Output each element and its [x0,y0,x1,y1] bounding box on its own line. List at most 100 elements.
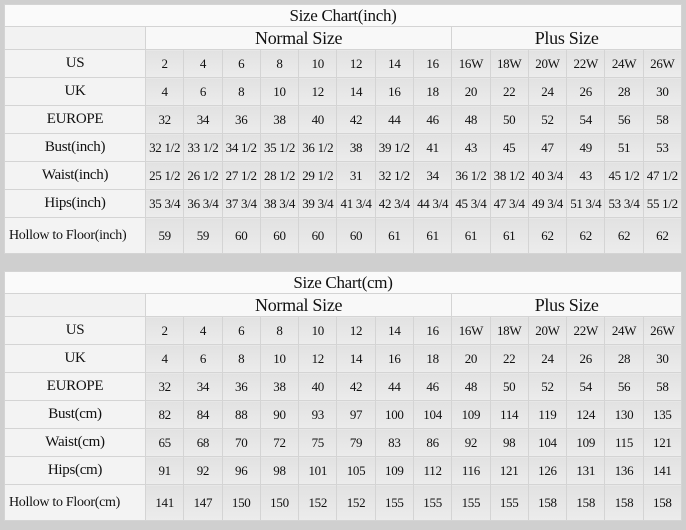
table-cell: 27 1/2 [221,161,261,190]
table-cell: 42 3/4 [374,189,414,218]
table-cell: 70 [221,428,261,457]
table-cell: 83 [374,428,414,457]
table-row: Hollow to Floor(cm) 141 147 150 150 152 152 155… [4,484,683,521]
table-cell: 4 [183,316,223,345]
table-cell: 49 [566,133,606,162]
table-cell: 34 [183,372,223,401]
table-cell: 36 [221,105,261,134]
table-cell: 34 [412,161,453,190]
table-cell: 93 [298,400,338,429]
table-cell: 44 [374,105,414,134]
table-cell: 35 1/2 [259,133,300,162]
table-cell: 62 [527,217,568,254]
table-cell: 26 [566,344,606,373]
table-cell: 38 [259,372,300,401]
table-row: Hips(inch) 35 3/4 36 3/4 37 3/4 38 3/4 39 3/4… [4,189,683,218]
table-cell: 152 [298,484,338,521]
table-cell: 24W [604,316,644,345]
table-cell: 62 [642,217,683,254]
table-cell: 114 [489,400,529,429]
table-cell: 158 [527,484,568,521]
table-cell: 18 [412,344,453,373]
table-cell: 32 [144,372,185,401]
table-cell: 36 1/2 [298,133,338,162]
table-cell: 29 1/2 [298,161,338,190]
table-row: Hips(cm) 91 92 96 98 101 105 109 112 116 121 126 131… [4,456,683,485]
table-cell: 58 [642,105,683,134]
table-cell: 20W [527,49,568,78]
table-cell: 130 [604,400,644,429]
table-cell: 41 3/4 [336,189,376,218]
table-cell: 36 1/2 [451,161,491,190]
table-cell: 56 [604,372,644,401]
table-cell: 38 3/4 [259,189,300,218]
table-cell: 60 [221,217,261,254]
group-header-normal: Normal Size [144,293,453,317]
table-cell: 43 [451,133,491,162]
table-cell: 150 [221,484,261,521]
table-cell: 115 [604,428,644,457]
table-cell: 61 [489,217,529,254]
table-cell: 8 [259,49,300,78]
table-cell: 88 [221,400,261,429]
table-cell: 20 [451,77,491,106]
table-cell: 119 [527,400,568,429]
table-cell: 22W [566,49,606,78]
table-row: EUROPE 32 34 36 38 40 42 44 46 48 50 52 54 56 58 [4,105,683,134]
table-cell: 52 [527,105,568,134]
table-cell: 6 [183,77,223,106]
group-header-plus: Plus Size [451,26,682,50]
table-cell: 62 [566,217,606,254]
table-cell: 92 [451,428,491,457]
table-cell: 28 [604,77,644,106]
table-cell: 109 [374,456,414,485]
table-cell: 155 [489,484,529,521]
table-cell: 28 [604,344,644,373]
table-cell: 55 1/2 [642,189,683,218]
table-cell: 51 [604,133,644,162]
table-cell: 26W [642,316,683,345]
table-cell: 155 [451,484,491,521]
table-cell: 44 [374,372,414,401]
table-cell: 126 [527,456,568,485]
table-cell: 33 1/2 [183,133,223,162]
table-cell: 56 [604,105,644,134]
table-cell: 109 [566,428,606,457]
table-cell: 18 [412,77,453,106]
table-cell: 40 3/4 [527,161,568,190]
row-label: Waist(cm) [4,428,146,457]
table-row: US 2 4 6 8 10 12 14 16 16W 18W 20W 22W 24W 26W [4,316,683,345]
table-cell: 16 [412,49,453,78]
table-cell: 54 [566,105,606,134]
table-cell: 100 [374,400,414,429]
table-cell: 8 [221,77,261,106]
row-label: Hollow to Floor(cm) [4,484,146,521]
table-cell: 147 [183,484,223,521]
table-cell: 44 3/4 [412,189,453,218]
group-header-normal: Normal Size [144,26,453,50]
table-cell: 47 1/2 [642,161,683,190]
table-cell: 152 [336,484,376,521]
table-cell: 4 [144,77,185,106]
table-cell: 38 [259,105,300,134]
table-cell: 32 1/2 [144,133,185,162]
table-cell: 47 [527,133,568,162]
row-label: Hips(cm) [4,456,146,485]
table-cell: 50 [489,372,529,401]
table-cell: 62 [604,217,644,254]
table-cell: 14 [374,316,414,345]
table-cell: 60 [336,217,376,254]
table-title: Size Chart(cm) [4,271,682,294]
table-cell: 34 [183,105,223,134]
table-cell: 59 [183,217,223,254]
table-cell: 26 [566,77,606,106]
table-cell: 131 [566,456,606,485]
table-cell: 121 [642,428,683,457]
table-cell: 16W [451,316,491,345]
table-cell: 79 [336,428,376,457]
table-cell: 20W [527,316,568,345]
table-row: UK 4 6 8 10 12 14 16 18 20 22 24 26 28 30 [4,77,683,106]
table-cell: 20 [451,344,491,373]
table-cell: 136 [604,456,644,485]
table-cell: 37 3/4 [221,189,261,218]
